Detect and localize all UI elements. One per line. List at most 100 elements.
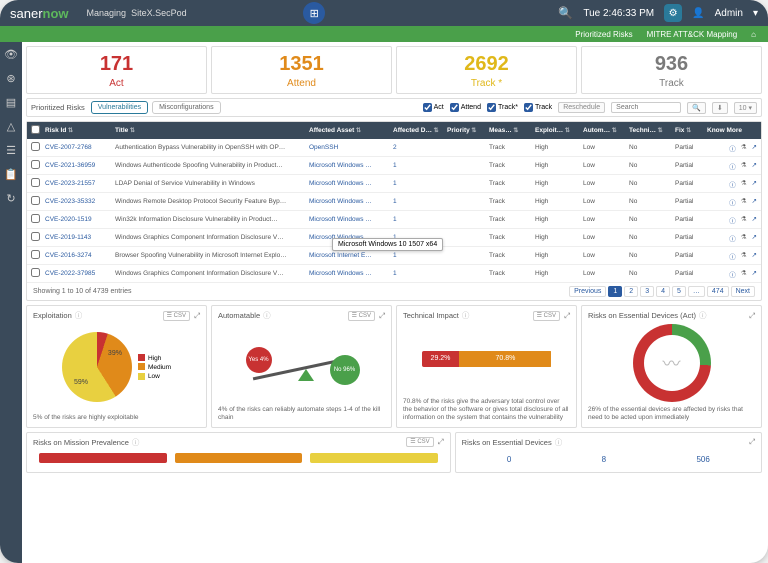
row-select[interactable]: [31, 250, 40, 259]
help-icon[interactable]: ⓘ: [462, 310, 470, 321]
search-input[interactable]: [611, 102, 681, 113]
expand-icon[interactable]: ⤢: [438, 437, 444, 447]
page-4[interactable]: 4: [656, 286, 670, 297]
open-icon[interactable]: ↗: [752, 179, 757, 189]
pagination[interactable]: Previous 1 2 3 4 5 … 474 Next: [569, 286, 755, 297]
csv-button[interactable]: ☰ CSV: [406, 437, 433, 447]
info-icon[interactable]: ⓘ: [729, 197, 736, 207]
th-meas[interactable]: Meas…: [489, 127, 533, 134]
cell-affected[interactable]: 2: [393, 144, 445, 151]
chevron-down-icon[interactable]: ▾: [753, 8, 758, 19]
expand-icon[interactable]: ⤢: [749, 437, 755, 447]
nav-report-icon[interactable]: ▤: [4, 96, 18, 110]
table-row[interactable]: CVE-2021-36959Windows Authenticode Spoof…: [27, 157, 761, 175]
open-icon[interactable]: ↗: [752, 233, 757, 243]
expand-icon[interactable]: ⤢: [749, 311, 755, 321]
th-techni[interactable]: Techni…: [629, 127, 673, 134]
tab-misconfigurations[interactable]: Misconfigurations: [152, 101, 220, 114]
nav-alert-icon[interactable]: △: [4, 120, 18, 134]
cell-riskid[interactable]: CVE-2023-35332: [45, 198, 113, 205]
info-icon[interactable]: ⓘ: [729, 233, 736, 243]
csv-button[interactable]: ☰ CSV: [533, 311, 560, 321]
lab-icon[interactable]: ⚗: [741, 161, 747, 171]
th-affd[interactable]: Affected D…: [393, 127, 445, 134]
lab-icon[interactable]: ⚗: [741, 215, 747, 225]
cell-affected[interactable]: 1: [393, 198, 445, 205]
cell-affected[interactable]: 1: [393, 162, 445, 169]
open-icon[interactable]: ↗: [752, 251, 757, 261]
cell-riskid[interactable]: CVE-2021-36959: [45, 162, 113, 169]
page-5[interactable]: 5: [672, 286, 686, 297]
search-go[interactable]: 🔍: [687, 102, 706, 114]
row-select[interactable]: [31, 178, 40, 187]
expand-icon[interactable]: ⤢: [564, 311, 570, 321]
expand-icon[interactable]: ⤢: [194, 311, 200, 321]
row-select[interactable]: [31, 214, 40, 223]
download-button[interactable]: ⬇: [712, 102, 728, 114]
row-select[interactable]: [31, 232, 40, 241]
page-prev[interactable]: Previous: [569, 286, 606, 297]
open-icon[interactable]: ↗: [752, 143, 757, 153]
cell-riskid[interactable]: CVE-2019-1143: [45, 234, 113, 241]
help-icon[interactable]: ⓘ: [132, 437, 140, 448]
th-riskid[interactable]: Risk Id: [45, 127, 113, 134]
th-priority[interactable]: Priority: [447, 127, 487, 134]
cell-riskid[interactable]: CVE-2022-37985: [45, 270, 113, 277]
reschedule-button[interactable]: Reschedule: [558, 102, 605, 113]
search-icon[interactable]: 🔍: [558, 6, 573, 20]
cell-riskid[interactable]: CVE-2016-3274: [45, 252, 113, 259]
th-asset[interactable]: Affected Asset: [309, 127, 391, 134]
open-icon[interactable]: ↗: [752, 161, 757, 171]
kpi-attend[interactable]: 1351Attend: [211, 46, 392, 94]
select-all[interactable]: [31, 125, 40, 134]
page-last[interactable]: 474: [707, 286, 729, 297]
page-3[interactable]: 3: [640, 286, 654, 297]
help-icon[interactable]: ⓘ: [555, 437, 563, 448]
tab-vulnerabilities[interactable]: Vulnerabilities: [91, 101, 148, 114]
open-icon[interactable]: ↗: [752, 269, 757, 279]
pagesize-select[interactable]: 10 ▾: [734, 102, 757, 114]
help-icon[interactable]: ⓘ: [263, 310, 271, 321]
nav-list-icon[interactable]: ☰: [4, 144, 18, 158]
nav-refresh-icon[interactable]: ↻: [4, 192, 18, 206]
expand-icon[interactable]: ⤢: [379, 311, 385, 321]
lab-icon[interactable]: ⚗: [741, 197, 747, 207]
info-icon[interactable]: ⓘ: [729, 215, 736, 225]
th-fix[interactable]: Fix: [675, 127, 705, 134]
apps-menu-button[interactable]: ⊞: [303, 2, 325, 24]
chk-trackstar[interactable]: Track*: [487, 103, 518, 112]
lab-icon[interactable]: ⚗: [741, 233, 747, 243]
lab-icon[interactable]: ⚗: [741, 269, 747, 279]
kpi-track[interactable]: 936Track: [581, 46, 762, 94]
chk-act[interactable]: Act: [423, 103, 444, 112]
csv-button[interactable]: ☰ CSV: [163, 311, 190, 321]
lab-icon[interactable]: ⚗: [741, 251, 747, 261]
info-icon[interactable]: ⓘ: [729, 161, 736, 171]
info-icon[interactable]: ⓘ: [729, 251, 736, 261]
kpi-act[interactable]: 171Act: [26, 46, 207, 94]
nav-gauge-icon[interactable]: ⊛: [4, 72, 18, 86]
open-icon[interactable]: ↗: [752, 215, 757, 225]
csv-button[interactable]: ☰ CSV: [348, 311, 375, 321]
table-row[interactable]: CVE-2023-35332Windows Remote Desktop Pro…: [27, 193, 761, 211]
cell-asset[interactable]: OpenSSH: [309, 144, 391, 151]
th-autom[interactable]: Autom…: [583, 127, 627, 134]
link-mitre-mapping[interactable]: MITRE ATT&CK Mapping: [647, 30, 738, 39]
page-2[interactable]: 2: [624, 286, 638, 297]
cell-affected[interactable]: 1: [393, 180, 445, 187]
link-prioritized-risks[interactable]: Prioritized Risks: [575, 30, 632, 39]
cell-riskid[interactable]: CVE-2020-1519: [45, 216, 113, 223]
lab-icon[interactable]: ⚗: [741, 179, 747, 189]
cell-asset[interactable]: Microsoft Windows …: [309, 162, 391, 169]
row-select[interactable]: [31, 142, 40, 151]
cell-asset[interactable]: Microsoft Windows …: [309, 270, 391, 277]
page-next[interactable]: Next: [731, 286, 755, 297]
cell-affected[interactable]: 1: [393, 252, 445, 259]
info-icon[interactable]: ⓘ: [729, 143, 736, 153]
table-row[interactable]: CVE-2007-2768Authentication Bypass Vulne…: [27, 139, 761, 157]
cell-riskid[interactable]: CVE-2023-21557: [45, 180, 113, 187]
help-icon[interactable]: ⓘ: [75, 310, 83, 321]
table-row[interactable]: CVE-2020-1519Win32k Information Disclosu…: [27, 211, 761, 229]
cell-asset[interactable]: Microsoft Internet E…: [309, 252, 391, 259]
table-row[interactable]: CVE-2022-37985Windows Graphics Component…: [27, 265, 761, 283]
